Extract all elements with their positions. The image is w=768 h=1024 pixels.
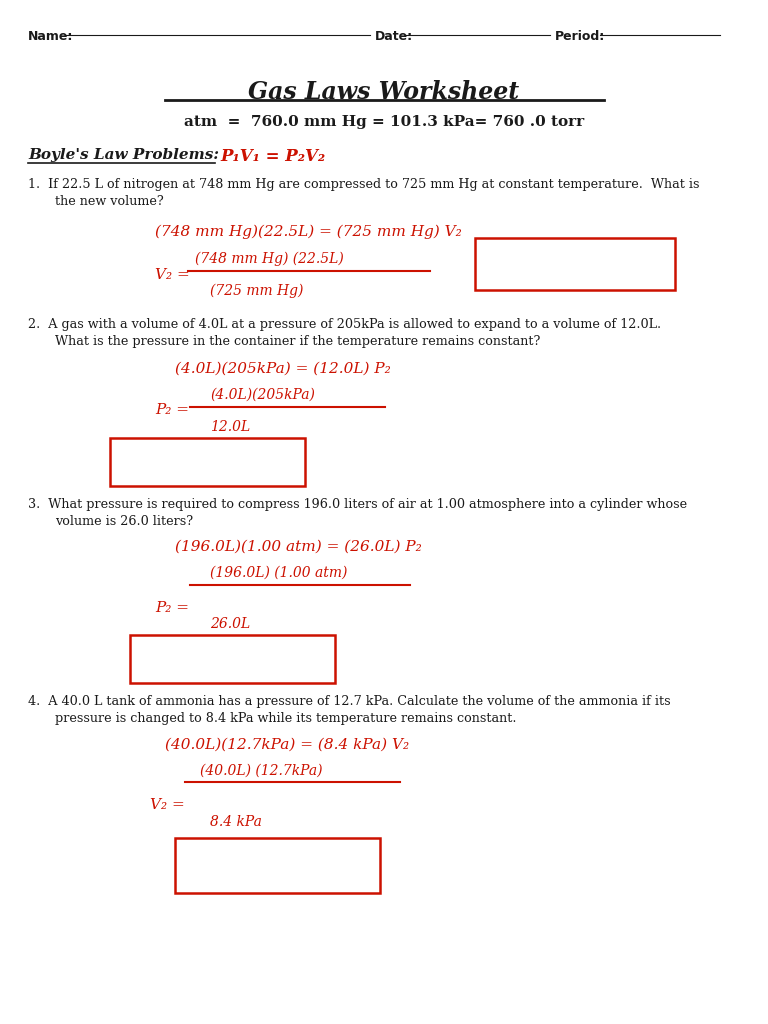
Bar [475,238,675,290]
Text: (196.0L) (1.00 atm): (196.0L) (1.00 atm) [210,566,347,580]
Text: V₂ =: V₂ = [150,798,190,812]
Text: P₂ = 7.54 atm: P₂ = 7.54 atm [140,639,278,657]
Text: 12.0L: 12.0L [210,420,250,434]
Text: What is the pressure in the container if the temperature remains constant?: What is the pressure in the container if… [55,335,541,348]
Text: Date:: Date: [375,30,413,43]
Text: (4.0L)(205kPa) = (12.0L) P₂: (4.0L)(205kPa) = (12.0L) P₂ [175,362,391,376]
Text: Period:: Period: [555,30,605,43]
Text: 2.  A gas with a volume of 4.0L at a pressure of 205kPa is allowed to expand to : 2. A gas with a volume of 4.0L at a pres… [28,318,661,331]
Text: 1.  If 22.5 L of nitrogen at 748 mm Hg are compressed to 725 mm Hg at constant t: 1. If 22.5 L of nitrogen at 748 mm Hg ar… [28,178,700,191]
Bar [175,838,380,893]
Text: V₂ = 60.5L: V₂ = 60.5L [185,843,308,863]
Text: (4.0L)(205kPa): (4.0L)(205kPa) [210,388,315,402]
Text: (748 mm Hg) (22.5L): (748 mm Hg) (22.5L) [195,252,344,266]
Text: V₂ = 23.2L: V₂ = 23.2L [488,242,603,260]
Text: P₁V₁ = P₂V₂: P₁V₁ = P₂V₂ [220,148,325,165]
Text: atm  =  760.0 mm Hg = 101.3 kPa= 760 .0 torr: atm = 760.0 mm Hg = 101.3 kPa= 760 .0 to… [184,115,584,129]
Text: (725 mm Hg): (725 mm Hg) [210,284,303,298]
Text: (40.0L) (12.7kPa): (40.0L) (12.7kPa) [200,764,323,778]
Text: (196.0L)(1.00 atm) = (26.0L) P₂: (196.0L)(1.00 atm) = (26.0L) P₂ [175,540,422,554]
Text: (40.0L)(12.7kPa) = (8.4 kPa) V₂: (40.0L)(12.7kPa) = (8.4 kPa) V₂ [165,738,409,752]
Text: V₂ =: V₂ = [155,268,194,282]
Text: 3.  What pressure is required to compress 196.0 liters of air at 1.00 atmosphere: 3. What pressure is required to compress… [28,498,687,511]
Text: the new volume?: the new volume? [55,195,164,208]
Text: Gas Laws Worksheet: Gas Laws Worksheet [248,80,520,104]
Text: P₂ = 68.3 kPa: P₂ = 68.3 kPa [120,442,256,460]
Text: (748 mm Hg)(22.5L) = (725 mm Hg) V₂: (748 mm Hg)(22.5L) = (725 mm Hg) V₂ [155,225,462,240]
Bar [110,438,305,486]
Text: P₂ =: P₂ = [155,403,194,417]
Text: pressure is changed to 8.4 kPa while its temperature remains constant.: pressure is changed to 8.4 kPa while its… [55,712,517,725]
Text: Boyle's Law Problems:: Boyle's Law Problems: [28,148,219,162]
Text: P₂ =: P₂ = [155,601,194,615]
Text: 8.4 kPa: 8.4 kPa [210,815,262,829]
Bar [130,635,335,683]
Text: 26.0L: 26.0L [210,617,250,631]
Text: 4.  A 40.0 L tank of ammonia has a pressure of 12.7 kPa. Calculate the volume of: 4. A 40.0 L tank of ammonia has a pressu… [28,695,670,708]
Text: volume is 26.0 liters?: volume is 26.0 liters? [55,515,193,528]
Text: Name:: Name: [28,30,74,43]
